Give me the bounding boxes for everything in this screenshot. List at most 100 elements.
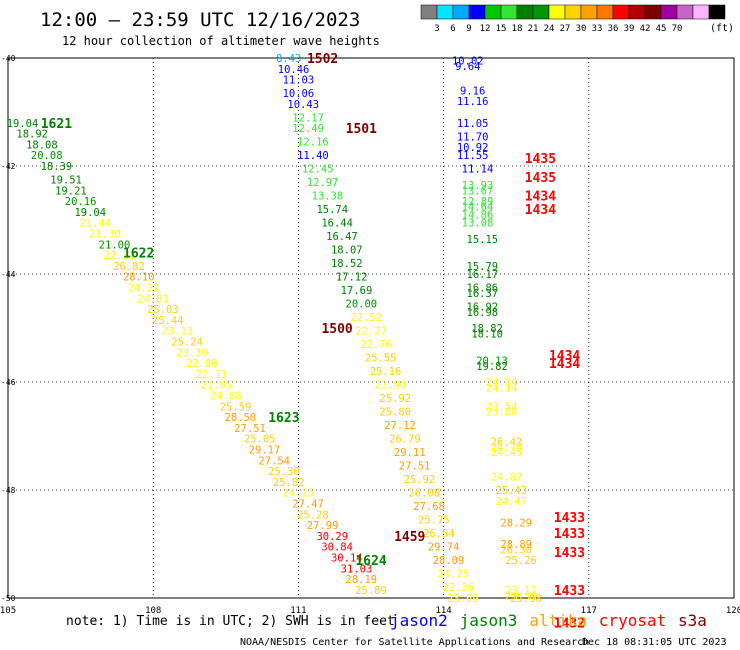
pass-time-label: 1432 bbox=[554, 616, 585, 631]
wave-height-label: 24.14 bbox=[486, 377, 518, 389]
color-scale-tick: 30 bbox=[576, 24, 587, 34]
legend-jason2: jason2 bbox=[390, 611, 448, 630]
color-swatch bbox=[468, 4, 486, 20]
color-scale-tick: 9 bbox=[466, 24, 471, 34]
wave-height-label: 19.04 bbox=[7, 118, 39, 130]
color-swatch bbox=[484, 4, 502, 20]
color-swatch bbox=[420, 4, 438, 20]
wave-height-label: 25.05 bbox=[244, 434, 276, 446]
legend-s3a: s3a bbox=[678, 611, 707, 630]
wave-height-label: 18.10 bbox=[471, 328, 503, 340]
x-tick-label: 120 bbox=[726, 606, 740, 616]
wave-height-label: 24.22 bbox=[128, 283, 160, 295]
page-subtitle: 12 hour collection of altimeter wave hei… bbox=[62, 34, 380, 48]
x-tick-label: 111 bbox=[290, 606, 306, 616]
wave-height-label: 27.47 bbox=[292, 499, 324, 511]
wave-height-label: 22.52 bbox=[350, 312, 382, 324]
wave-height-label: 18.07 bbox=[331, 245, 363, 257]
wave-height-label: 10.43 bbox=[287, 99, 319, 111]
wave-height-label: 26.79 bbox=[389, 434, 421, 446]
color-swatch bbox=[580, 4, 598, 20]
wave-height-label: 24.81 bbox=[137, 293, 169, 305]
wave-height-label: 28.29 bbox=[500, 517, 532, 529]
wave-height-label: 25.43 bbox=[496, 485, 528, 497]
wave-height-label: 18.08 bbox=[26, 139, 58, 151]
legend-altika: altika bbox=[529, 611, 587, 630]
wave-height-label: 12.89 bbox=[462, 196, 494, 208]
x-tick-label: 108 bbox=[145, 606, 161, 616]
plot-frame bbox=[7, 57, 735, 599]
y-axis-ticks: -40 -42 -44 -46 -48 -50 bbox=[1, 54, 16, 603]
wave-height-label: 28.19 bbox=[346, 574, 378, 586]
wave-height-label: 10.92 bbox=[457, 142, 489, 154]
color-swatch bbox=[452, 4, 470, 20]
wave-height-label: 27.12 bbox=[384, 420, 416, 432]
wave-height-label: 19.21 bbox=[55, 185, 87, 197]
wave-height-label: 18.92 bbox=[16, 129, 48, 141]
legend-cryosat: cryosat bbox=[599, 611, 666, 630]
wave-height-label: 25.16 bbox=[370, 366, 402, 378]
color-scale-tick: 6 bbox=[450, 24, 455, 34]
wave-height-label: 22.00 bbox=[186, 358, 218, 370]
wave-height-label: 25.89 bbox=[355, 585, 387, 597]
wave-height-label: 14.64 bbox=[462, 202, 494, 214]
wave-height-label: 15.79 bbox=[467, 261, 499, 273]
wave-height-label: 25.30 bbox=[268, 466, 300, 478]
wave-height-label: 20.16 bbox=[65, 196, 97, 208]
wave-height-label: 16.17 bbox=[467, 269, 499, 281]
wave-height-label: 15.74 bbox=[316, 204, 348, 216]
pass-time-label: 1434 bbox=[549, 357, 580, 372]
color-scale-tick: 33 bbox=[592, 24, 603, 34]
wave-height-label: 18.39 bbox=[41, 161, 73, 173]
color-scale-tick: 24 bbox=[544, 24, 555, 34]
time-labels: 1502150115001459143514351434143414341434… bbox=[41, 52, 585, 631]
wave-height-label: 21.44 bbox=[79, 218, 111, 230]
wave-height-label: 30.84 bbox=[321, 542, 353, 554]
wave-height-label: 29.11 bbox=[394, 447, 426, 459]
y-tick-label: -46 bbox=[1, 378, 16, 387]
wave-height-label: 20.08 bbox=[31, 150, 63, 162]
pass-time-label: 1433 bbox=[554, 527, 585, 542]
wave-height-label: 16.92 bbox=[467, 301, 499, 313]
wave-height-label: 15.15 bbox=[467, 234, 499, 246]
color-swatch bbox=[564, 4, 582, 20]
wave-height-label: 11.55 bbox=[457, 150, 489, 162]
wave-height-label: 21.30 bbox=[89, 229, 121, 241]
wave-height-label: 23.39 bbox=[176, 347, 208, 359]
wave-height-label: 25.44 bbox=[152, 315, 184, 327]
wave-height-label: 29.17 bbox=[249, 445, 281, 457]
wave-height-label: 24.14 bbox=[486, 382, 518, 394]
wave-height-label: 23.11 bbox=[505, 585, 537, 597]
wave-height-label: 27.99 bbox=[307, 520, 339, 532]
wave-height-label: 17.69 bbox=[341, 285, 373, 297]
wave-height-label: 9.64 bbox=[455, 61, 480, 73]
color-swatch bbox=[708, 4, 726, 20]
wave-height-label: 24.76 bbox=[491, 442, 523, 454]
wave-height-label: 22.76 bbox=[360, 339, 392, 351]
pass-time-label: 1622 bbox=[123, 246, 154, 261]
wave-height-label: 10.46 bbox=[278, 64, 310, 76]
wave-height-label: 10.06 bbox=[283, 88, 315, 100]
wave-height-label: 30.29 bbox=[316, 531, 348, 543]
wave-height-label: 13.67 bbox=[462, 185, 494, 197]
color-scale-bar: 3 6 9 12 15 18 21 24 27 30 33 36 39 42 45 70 bbox=[420, 4, 726, 34]
pass-time-label: 1459 bbox=[394, 530, 425, 545]
wave-height-label: 24.45 bbox=[491, 447, 523, 459]
pass-time-label: 1433 bbox=[554, 511, 585, 526]
color-scale-tick: 12 bbox=[480, 24, 491, 34]
wave-height-label: 11.40 bbox=[297, 150, 329, 162]
wave-height-label: 16.47 bbox=[326, 231, 358, 243]
color-swatch bbox=[500, 4, 518, 20]
wave-height-label: 28.89 bbox=[500, 539, 532, 551]
color-scale-tick: 39 bbox=[624, 24, 635, 34]
wave-height-label: 23.99 bbox=[375, 380, 407, 392]
wave-height-label: 25.26 bbox=[505, 555, 537, 567]
wave-height-label: 25.59 bbox=[220, 401, 252, 413]
wave-height-label: 25.82 bbox=[273, 477, 305, 489]
wave-height-label: 20.13 bbox=[476, 355, 508, 367]
wave-height-label: 21.95 bbox=[200, 380, 232, 392]
wave-height-label: 16.44 bbox=[321, 218, 353, 230]
wave-height-label: 22.11 bbox=[195, 369, 227, 381]
wave-height-label: 16.98 bbox=[467, 307, 499, 319]
